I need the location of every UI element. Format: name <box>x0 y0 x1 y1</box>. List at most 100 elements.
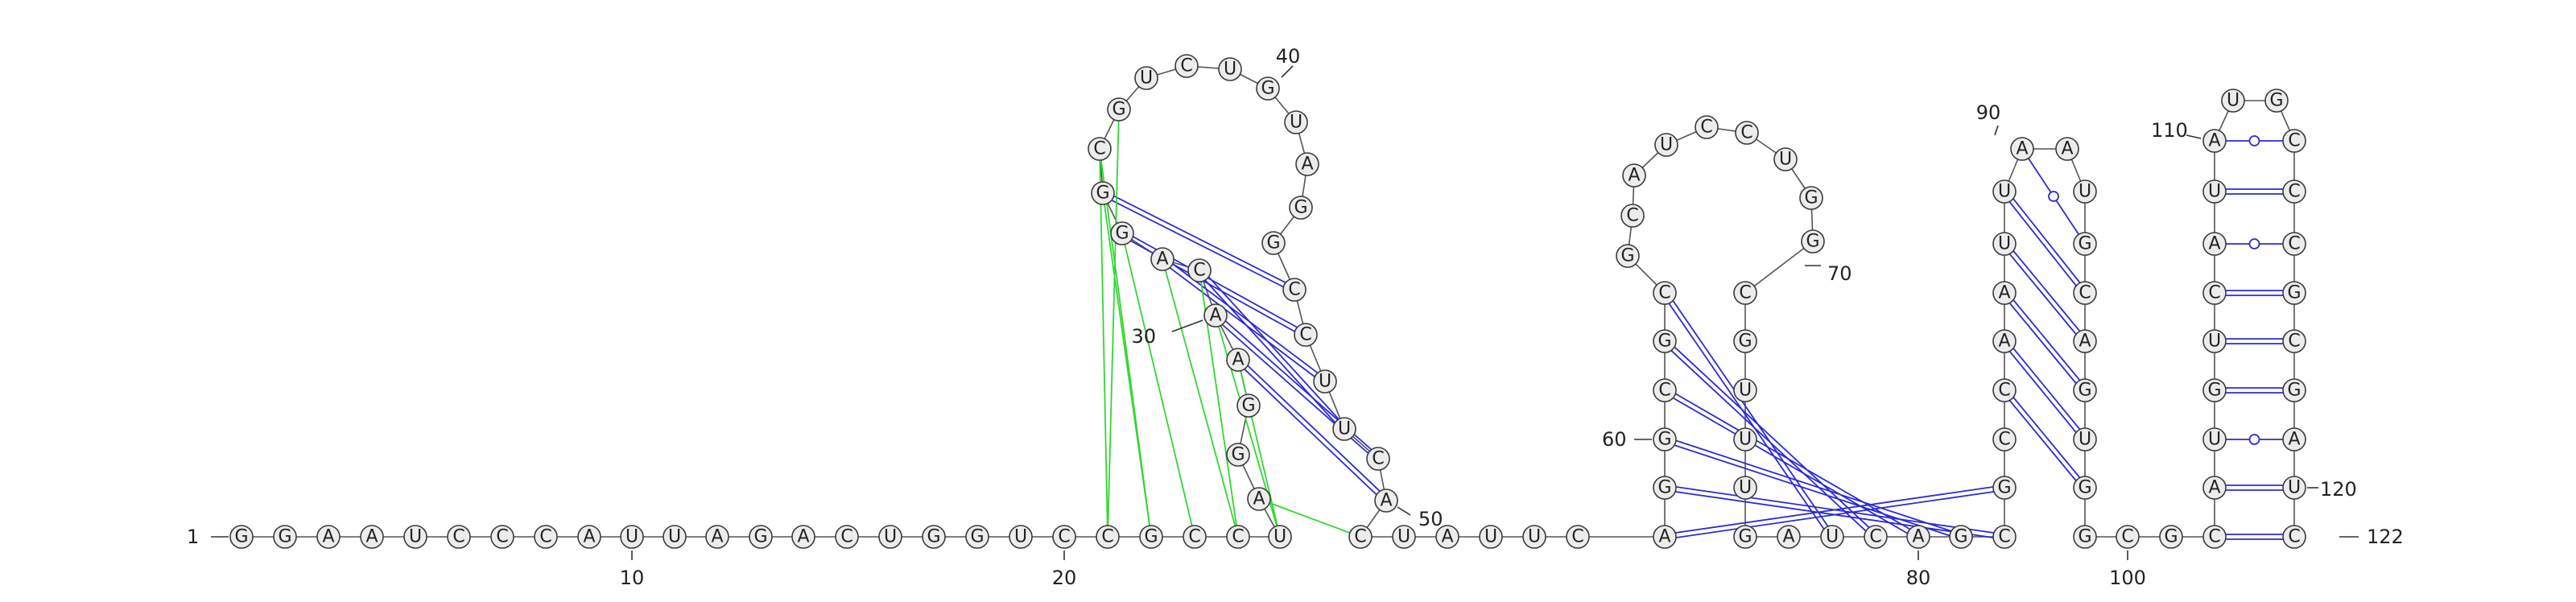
nucleotide: C <box>1282 278 1307 302</box>
svg-text:G: G <box>2287 381 2301 401</box>
base-pair <box>2008 299 2081 384</box>
svg-text:C: C <box>1093 139 1105 159</box>
wobble-pair <box>2226 434 2283 445</box>
nucleotide: C <box>447 525 471 549</box>
nucleotide: A <box>1992 329 2017 353</box>
nucleotide: U <box>620 525 644 549</box>
svg-text:G: G <box>234 527 248 547</box>
base-pair <box>1674 439 1951 537</box>
pseudoknot-interaction <box>1099 148 1108 538</box>
svg-text:U: U <box>2227 91 2240 111</box>
svg-text:U: U <box>1660 135 1673 155</box>
svg-text:G: G <box>2078 234 2091 254</box>
nucleotide: U <box>1733 476 1757 500</box>
base-pair <box>2226 290 2283 296</box>
svg-text:G: G <box>970 527 984 547</box>
nucleotide: C <box>1187 258 1212 282</box>
svg-text:G: G <box>1112 100 1125 120</box>
svg-text:C: C <box>2208 283 2220 303</box>
svg-text:C: C <box>1188 527 1200 547</box>
svg-text:G: G <box>1241 396 1255 416</box>
nucleotide: C <box>1653 378 1677 402</box>
nucleotide: C <box>1226 525 1250 549</box>
nucleotide: C <box>1348 525 1373 549</box>
nucleotide: C <box>2116 525 2140 549</box>
svg-text:U: U <box>884 527 897 547</box>
nucleotide: C <box>2282 129 2306 153</box>
svg-text:G: G <box>2164 527 2178 547</box>
svg-text:U: U <box>2208 332 2221 352</box>
svg-text:A: A <box>365 527 378 547</box>
svg-text:G: G <box>2207 381 2221 401</box>
nucleotide: U <box>2202 427 2227 452</box>
pseudoknot-interaction <box>1107 109 1120 538</box>
svg-text:A: A <box>1253 489 1265 509</box>
svg-text:A: A <box>1156 249 1168 270</box>
sequence-number-label: 100 <box>2109 567 2146 589</box>
svg-text:G: G <box>1738 332 1752 352</box>
svg-text:C: C <box>2288 234 2300 254</box>
nucleotide: A <box>2202 476 2227 500</box>
nucleotide: U <box>1522 525 1546 549</box>
svg-text:U: U <box>2208 182 2221 202</box>
svg-text:G: G <box>1115 224 1129 244</box>
sequence-number-label: 50 <box>1418 508 1443 530</box>
nucleotide: G <box>1091 181 1115 205</box>
nucleotide: G <box>1110 221 1134 245</box>
svg-text:C: C <box>1299 325 1311 345</box>
svg-text:G: G <box>1657 430 1671 450</box>
nucleotide: G <box>2264 89 2289 113</box>
svg-text:A: A <box>1441 527 1453 547</box>
svg-text:C: C <box>1740 123 1752 143</box>
nucleotide: C <box>1088 137 1112 161</box>
svg-text:U: U <box>1739 381 1752 401</box>
svg-text:C: C <box>1998 527 2010 547</box>
wobble-pair <box>2226 238 2283 249</box>
nucleotide: U <box>1733 427 1757 452</box>
nucleotide: U <box>2202 179 2227 204</box>
svg-text:G: G <box>2078 478 2091 498</box>
svg-text:U: U <box>1998 234 2011 254</box>
nucleotide: C <box>1174 54 1199 78</box>
nucleotide: A <box>1622 163 1646 188</box>
nucleotide: C <box>1366 447 1390 471</box>
nucleotide: C <box>1620 204 1645 228</box>
svg-text:U: U <box>1826 527 1839 547</box>
pseudoknot-interaction <box>1121 233 1195 538</box>
nucleotide: C <box>1992 427 2017 452</box>
nucleotide: C <box>1864 525 1888 549</box>
svg-text:G: G <box>1620 246 1634 266</box>
nucleotide: A <box>1777 525 1801 549</box>
nucleotide: G <box>2202 378 2227 402</box>
nucleotide: U <box>403 525 427 549</box>
nucleotide: A <box>2010 137 2034 161</box>
nucleotide: G <box>1616 244 1640 268</box>
svg-text:U: U <box>2079 430 2091 450</box>
nucleotide: G <box>2282 378 2306 402</box>
nucleotide: C <box>1733 281 1757 305</box>
svg-text:A: A <box>583 527 595 547</box>
svg-text:A: A <box>2288 430 2300 450</box>
nucleotide: A <box>360 525 384 549</box>
nucleotide: U <box>2073 427 2097 452</box>
svg-text:G: G <box>1657 332 1671 352</box>
svg-text:U: U <box>1290 113 1302 133</box>
nucleotide: G <box>1653 329 1677 353</box>
svg-text:G: G <box>1954 527 1967 547</box>
nucleotide: C <box>1052 525 1076 549</box>
nucleotide: G <box>1949 525 1973 549</box>
nucleotide: U <box>1773 147 1798 171</box>
nucleotide: G <box>1992 476 2017 500</box>
svg-text:A: A <box>2208 234 2220 254</box>
svg-text:C: C <box>1700 118 1712 138</box>
svg-text:A: A <box>1658 527 1670 547</box>
nucleotide: A <box>316 525 341 549</box>
base-pair-layer <box>1099 109 2283 540</box>
svg-text:C: C <box>2121 527 2133 547</box>
svg-text:C: C <box>840 527 852 547</box>
pseudoknot-interaction <box>1258 498 1361 538</box>
nucleotide: G <box>1733 525 1757 549</box>
nucleotide: G <box>1261 231 1286 255</box>
nucleotide: U <box>1992 179 2017 204</box>
